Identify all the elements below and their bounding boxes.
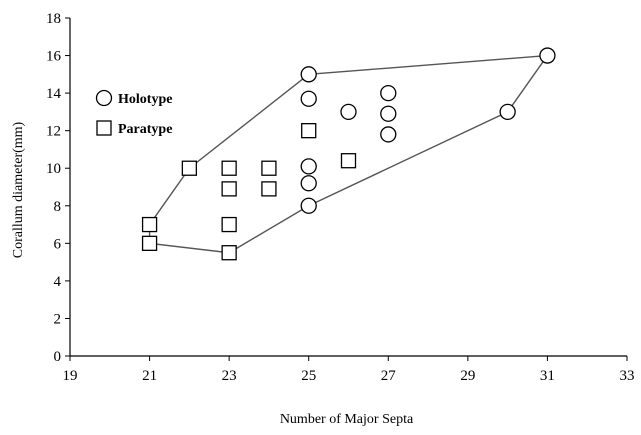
paratype-point — [141, 216, 158, 233]
holotype-point — [300, 197, 317, 214]
x-tick-label: 21 — [142, 368, 157, 384]
legend-paratype-marker — [96, 120, 112, 136]
paratype-point — [340, 153, 357, 169]
y-tick-label: 0 — [54, 349, 62, 365]
holotype-point — [380, 126, 397, 143]
x-tick-label: 19 — [63, 368, 78, 384]
legend-holotype-label: Holotype — [118, 92, 172, 107]
y-tick-label: 18 — [46, 11, 61, 27]
holotype-point — [300, 158, 317, 175]
y-tick-label: 16 — [46, 49, 62, 65]
x-tick-label: 25 — [301, 368, 316, 384]
y-tick-label: 6 — [54, 236, 62, 252]
x-tick-label: 27 — [381, 368, 397, 384]
paratype-point — [221, 245, 237, 261]
holotype-point — [380, 84, 397, 102]
paratype-point — [221, 181, 237, 197]
holotype-point — [340, 103, 357, 121]
paratype-point — [261, 160, 277, 176]
y-tick-label: 4 — [54, 274, 62, 290]
x-tick-label: 31 — [540, 368, 555, 384]
axes-layer — [69, 18, 627, 357]
legend: Holotype Paratype — [95, 89, 172, 137]
holotype-point — [539, 47, 556, 64]
x-ticks: 19 21 23 25 27 29 31 33 — [63, 356, 635, 384]
holotype-point — [380, 105, 397, 122]
paratype-point — [221, 216, 237, 233]
paratype-point — [221, 160, 237, 176]
x-tick-label: 29 — [460, 368, 475, 384]
y-tick-label: 14 — [46, 86, 62, 102]
y-ticks: 0 2 4 6 8 10 12 14 16 18 — [46, 11, 70, 365]
paratype-point — [301, 123, 317, 139]
holotype-point — [499, 103, 516, 121]
y-tick-label: 12 — [46, 124, 61, 140]
y-tick-label: 2 — [54, 311, 62, 327]
holotype-point — [300, 175, 317, 192]
y-tick-label: 8 — [54, 199, 62, 215]
data-markers — [141, 47, 556, 261]
legend-holotype-marker — [95, 89, 113, 107]
y-axis-title: Corallum diameter(mm) — [11, 121, 26, 258]
holotype-point — [300, 90, 317, 107]
x-tick-label: 23 — [222, 368, 237, 384]
paratype-point — [141, 235, 158, 251]
holotype-point — [300, 66, 317, 83]
paratype-point — [181, 160, 198, 176]
y-tick-label: 10 — [46, 161, 61, 177]
legend-paratype-label: Paratype — [118, 122, 172, 137]
x-axis-title: Number of Major Septa — [280, 412, 414, 427]
x-tick-label: 33 — [620, 368, 635, 384]
paratype-point — [261, 181, 277, 197]
